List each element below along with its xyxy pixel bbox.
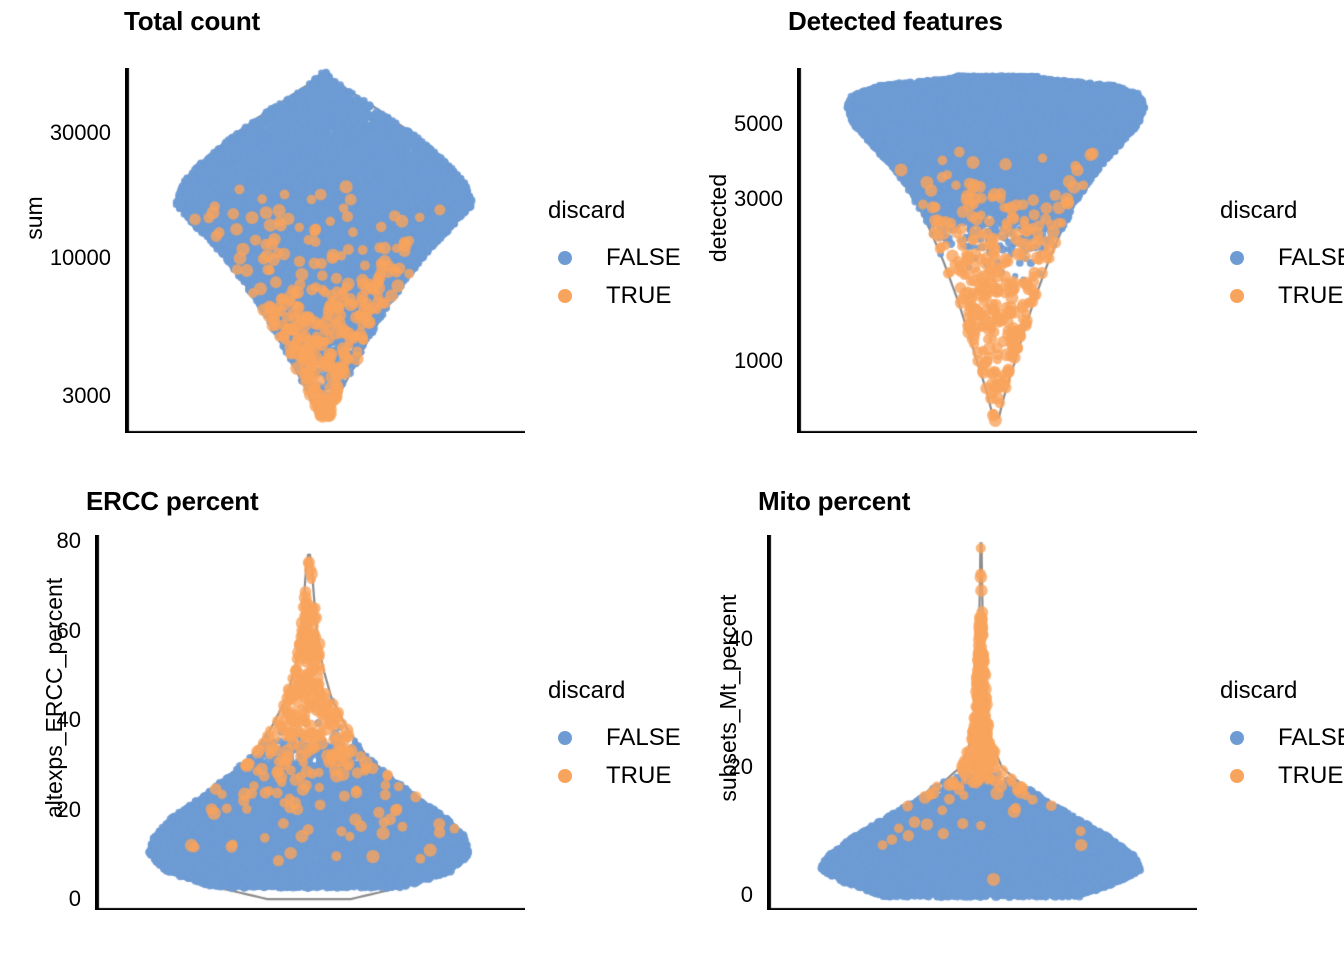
panel-title-total-count: Total count	[124, 6, 260, 36]
circle-icon	[558, 289, 572, 303]
legend-item-true[interactable]: TRUE	[1218, 757, 1344, 795]
legend-label-true: TRUE	[1278, 282, 1344, 309]
axis-title-detected: detected	[705, 173, 731, 263]
axis-title-subsets-mt-percent: subsets_Mt_percent	[715, 594, 741, 802]
panel-title-ercc-percent: ERCC percent	[86, 486, 259, 516]
legend-title: discard	[548, 677, 626, 704]
legend-item-true[interactable]: TRUE	[1218, 277, 1344, 315]
y-tick-label: 0	[740, 882, 753, 908]
y-tick-label: 80	[56, 528, 81, 554]
legend-swatch-true	[1218, 277, 1256, 315]
plot-area-mito-percent	[767, 535, 1197, 910]
panel-mito-percent: Mito percent subsets_Mt_percent discard …	[672, 480, 1344, 960]
circle-icon	[1230, 289, 1244, 303]
legend-ercc-percent: discard FALSE TRUE	[546, 677, 681, 795]
legend-item-false[interactable]: FALSE	[1218, 239, 1344, 277]
circle-icon	[1230, 251, 1244, 265]
legend-swatch-false	[546, 239, 584, 277]
axis-title-altexps-ercc-percent: altexps_ERCC_percent	[41, 577, 67, 819]
y-tick-label: 40	[56, 707, 81, 733]
legend-item-false[interactable]: FALSE	[1218, 719, 1344, 757]
legend-item-true[interactable]: TRUE	[546, 757, 681, 795]
y-tick-label: 0	[68, 886, 81, 912]
y-tick-label: 5000	[734, 110, 783, 136]
y-tick-label: 60	[56, 617, 81, 643]
panel-detected-features: Detected features detected discard FALSE…	[672, 0, 1344, 480]
legend-item-true[interactable]: TRUE	[546, 277, 681, 315]
legend-total-count: discard FALSE TRUE	[546, 197, 681, 315]
panel-total-count: Total count sum discard FALSE TRUE 3000 1…	[0, 0, 681, 480]
legend-swatch-true	[546, 757, 584, 795]
panel-title-detected-features: Detected features	[788, 6, 1003, 36]
y-tick-label: 3000	[734, 185, 783, 211]
y-tick-label: 1000	[734, 347, 783, 373]
legend-swatch-false	[1218, 719, 1256, 757]
panel-ercc-percent: ERCC percent altexps_ERCC_percent discar…	[0, 480, 681, 960]
circle-icon	[558, 731, 572, 745]
y-tick-label: 40	[728, 626, 753, 652]
legend-label-true: TRUE	[606, 762, 672, 789]
legend-swatch-true	[546, 277, 584, 315]
plot-area-total-count	[125, 68, 525, 433]
legend-label-false: FALSE	[1278, 244, 1344, 271]
plot-area-detected-features	[797, 68, 1197, 433]
legend-title: discard	[1220, 677, 1298, 704]
legend-item-false[interactable]: FALSE	[546, 719, 681, 757]
legend-label-true: TRUE	[606, 282, 672, 309]
legend-mito-percent: discard FALSE TRUE	[1218, 677, 1344, 795]
y-tick-label: 20	[56, 796, 81, 822]
legend-label-true: TRUE	[1278, 762, 1344, 789]
legend-title: discard	[548, 197, 626, 224]
y-tick-label: 3000	[62, 382, 111, 408]
circle-icon	[1230, 769, 1244, 783]
y-tick-label: 30000	[49, 119, 111, 145]
panel-title-mito-percent: Mito percent	[758, 486, 911, 516]
legend-label-false: FALSE	[1278, 724, 1344, 751]
legend-item-false[interactable]: FALSE	[546, 239, 681, 277]
circle-icon	[558, 251, 572, 265]
legend-swatch-false	[546, 719, 584, 757]
legend-swatch-false	[1218, 239, 1256, 277]
legend-label-false: FALSE	[606, 724, 681, 751]
circle-icon	[1230, 731, 1244, 745]
legend-swatch-true	[1218, 757, 1256, 795]
y-tick-label: 20	[728, 754, 753, 780]
legend-detected-features: discard FALSE TRUE	[1218, 197, 1344, 315]
legend-title: discard	[1220, 197, 1298, 224]
plot-area-ercc-percent	[95, 535, 525, 910]
circle-icon	[558, 769, 572, 783]
y-tick-label: 10000	[49, 245, 111, 271]
legend-label-false: FALSE	[606, 244, 681, 271]
